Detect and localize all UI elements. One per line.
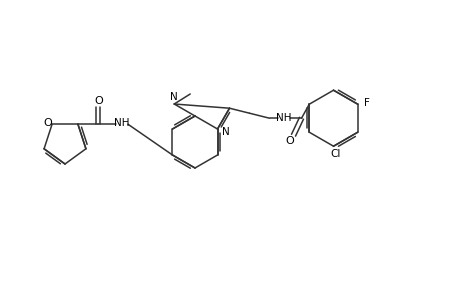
Text: O: O xyxy=(44,118,52,128)
Text: O: O xyxy=(95,96,103,106)
Text: F: F xyxy=(363,98,369,108)
Text: NH: NH xyxy=(275,113,291,123)
Text: O: O xyxy=(285,136,293,146)
Text: N: N xyxy=(221,127,229,137)
Text: NH: NH xyxy=(114,118,129,128)
Text: N: N xyxy=(170,92,178,102)
Text: Cl: Cl xyxy=(330,149,340,159)
